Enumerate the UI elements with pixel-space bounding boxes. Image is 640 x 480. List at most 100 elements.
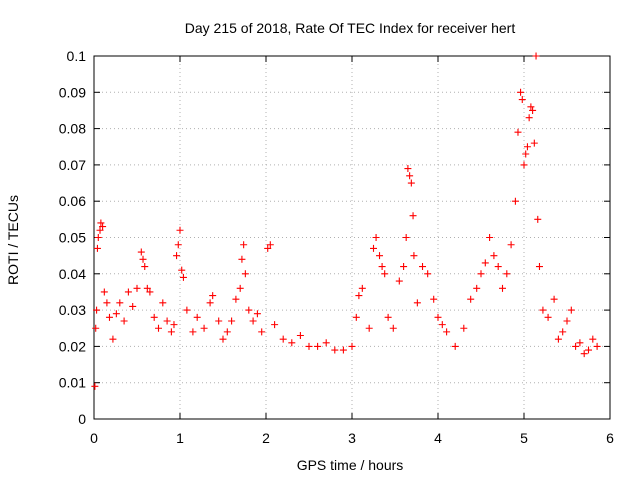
data-point xyxy=(384,313,392,321)
data-point xyxy=(494,263,502,271)
y-tick-label: 0.05 xyxy=(59,230,86,246)
data-point xyxy=(223,328,231,336)
data-point xyxy=(525,114,533,122)
data-point xyxy=(503,270,511,278)
data-point xyxy=(589,335,597,343)
data-point xyxy=(378,263,386,271)
data-point xyxy=(206,299,214,307)
data-point xyxy=(129,302,137,310)
data-point xyxy=(514,128,522,136)
data-point xyxy=(141,263,149,271)
data-point xyxy=(93,306,101,314)
data-point xyxy=(419,263,427,271)
data-point xyxy=(406,172,414,180)
y-tick-label: 0 xyxy=(78,411,86,427)
data-point xyxy=(179,273,187,281)
data-point xyxy=(176,226,184,234)
data-point xyxy=(407,179,415,187)
data-point xyxy=(523,143,531,151)
data-point xyxy=(473,284,481,292)
data-point xyxy=(530,139,538,147)
data-point xyxy=(567,306,575,314)
data-point xyxy=(193,313,201,321)
data-point xyxy=(413,299,421,307)
data-point xyxy=(241,270,249,278)
y-tick-label: 0.1 xyxy=(67,48,87,64)
data-point xyxy=(529,106,537,114)
data-point xyxy=(331,346,339,354)
data-point xyxy=(236,284,244,292)
data-point xyxy=(522,150,530,158)
data-point xyxy=(520,161,528,169)
data-point xyxy=(163,317,171,325)
data-point xyxy=(266,241,274,249)
data-point xyxy=(572,342,580,350)
data-point xyxy=(253,310,261,318)
y-tick-label: 0.08 xyxy=(59,121,86,137)
data-point xyxy=(389,324,397,332)
data-point xyxy=(209,292,217,300)
data-point xyxy=(430,295,438,303)
data-point xyxy=(245,306,253,314)
x-tick-label: 1 xyxy=(176,430,184,446)
data-point xyxy=(91,382,99,390)
data-point xyxy=(550,295,558,303)
data-point xyxy=(544,313,552,321)
y-tick-label: 0.07 xyxy=(59,157,86,173)
data-point xyxy=(249,317,257,325)
data-point xyxy=(518,96,526,104)
data-point xyxy=(93,244,101,252)
data-point xyxy=(559,328,567,336)
data-point xyxy=(410,252,418,260)
data-point xyxy=(460,324,468,332)
x-tick-label: 4 xyxy=(434,430,442,446)
data-point xyxy=(167,328,175,336)
data-point xyxy=(100,288,108,296)
data-point xyxy=(155,324,162,332)
data-point xyxy=(146,288,154,296)
data-point xyxy=(395,277,403,285)
data-point xyxy=(143,284,151,292)
data-point xyxy=(112,310,120,318)
data-point xyxy=(511,197,519,205)
data-point xyxy=(322,339,330,347)
data-point xyxy=(137,248,145,256)
x-tick-label: 5 xyxy=(520,430,528,446)
data-point xyxy=(365,324,373,332)
data-point xyxy=(258,328,266,336)
y-tick-label: 0.09 xyxy=(59,84,86,100)
data-point xyxy=(97,219,105,227)
y-tick-label: 0.03 xyxy=(59,302,86,318)
x-tick-label: 0 xyxy=(90,430,98,446)
data-point xyxy=(170,321,178,329)
data-point xyxy=(174,241,182,249)
data-point xyxy=(490,252,498,260)
data-point xyxy=(355,292,363,300)
data-point xyxy=(228,317,236,325)
data-point xyxy=(532,52,540,60)
data-point xyxy=(434,313,442,321)
data-point xyxy=(139,255,147,263)
y-tick-label: 0.06 xyxy=(59,193,86,209)
data-point xyxy=(534,215,542,223)
data-point xyxy=(451,342,459,350)
data-point xyxy=(232,295,240,303)
data-point xyxy=(96,226,104,234)
x-tick-label: 6 xyxy=(606,430,614,446)
data-point xyxy=(200,324,208,332)
data-point xyxy=(116,299,124,307)
data-point xyxy=(133,284,141,292)
data-point xyxy=(271,321,279,329)
data-point xyxy=(109,335,117,343)
data-point xyxy=(279,335,287,343)
x-tick-label: 3 xyxy=(348,430,356,446)
data-point xyxy=(94,234,102,241)
data-point xyxy=(173,252,181,260)
data-point xyxy=(288,339,296,347)
data-point xyxy=(539,306,547,314)
y-tick-label: 0.04 xyxy=(59,266,86,282)
data-point xyxy=(438,321,446,329)
data-point xyxy=(240,241,248,249)
data-point xyxy=(499,284,506,292)
